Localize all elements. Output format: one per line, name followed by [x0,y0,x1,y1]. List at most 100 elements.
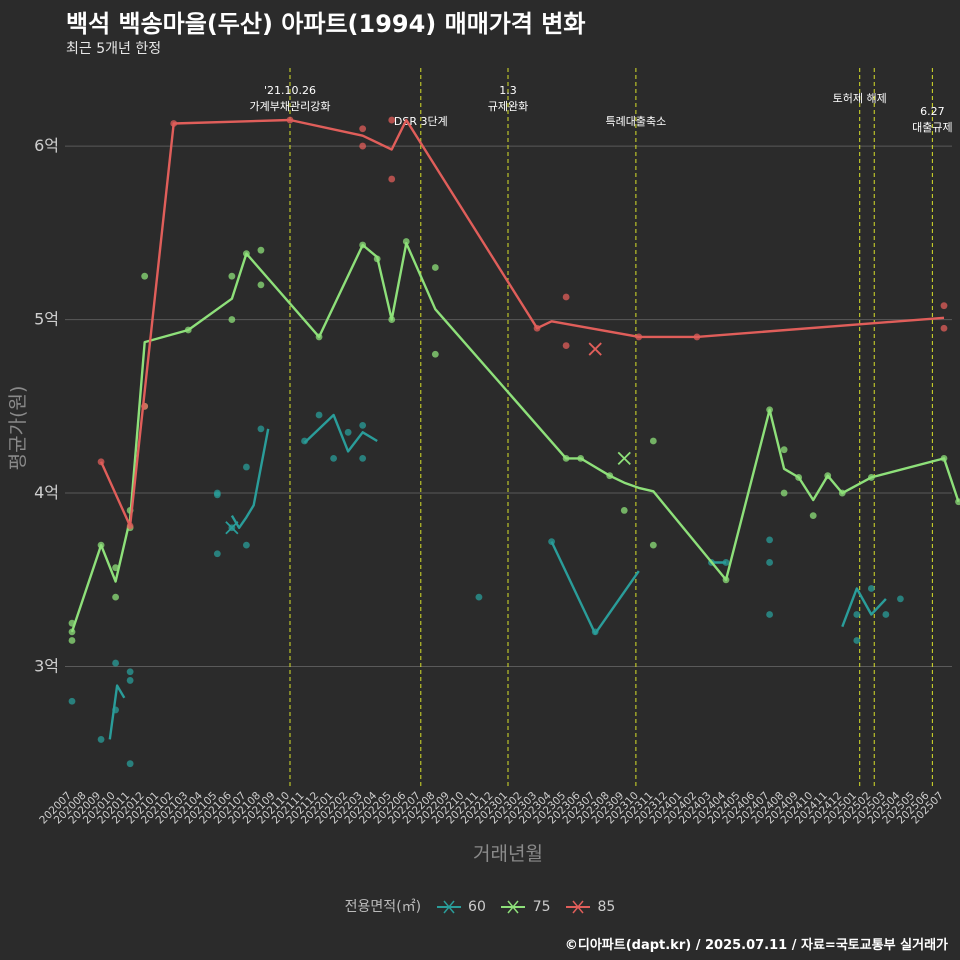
data-point-75 [315,333,323,341]
cross-marker-60 [225,521,239,535]
legend-label-75: 75 [532,899,551,915]
data-point-60 [882,611,890,618]
legend-key-85 [566,900,591,914]
legend: 전용면적(㎡) 60 75 85 [0,896,960,916]
legend-item-85: 85 [565,899,615,915]
data-point-60 [126,677,134,684]
data-point-85 [170,120,178,127]
event-annotation: 토허제 해제 [833,91,887,105]
data-point-75 [402,238,410,245]
data-point-60 [591,628,599,636]
data-point-60 [853,611,861,618]
data-point-75 [722,576,730,584]
data-point-60 [766,536,773,544]
data-point-75 [780,446,788,454]
data-point-60 [301,437,308,445]
data-point-85 [126,522,134,530]
legend-label-60: 60 [468,899,486,915]
data-point-60 [213,550,221,558]
data-point-60 [344,428,352,436]
data-point-75 [955,498,960,506]
source-caption: ©디아파트(dapt.kr) / 2025.07.11 / 자료=국토교통부 실… [564,938,948,953]
series-line-75 [70,242,960,633]
data-point-85 [533,324,541,332]
y-tick-label: 6억 [34,136,59,155]
cross-marker-85 [588,342,602,356]
data-point-75 [359,241,367,249]
data-point-75 [795,474,803,481]
data-point-60 [243,541,250,549]
event-annotation: 6.27 [920,105,945,118]
data-point-75 [577,454,585,462]
data-point-85 [562,293,570,301]
data-point-85 [286,116,294,124]
data-point-75 [824,472,832,480]
legend-label-85: 85 [597,899,616,915]
legend-key-75 [501,900,526,914]
event-annotation: 대출규제 [912,121,952,134]
y-axis-title: 평균가(원) [7,386,29,471]
data-point-60 [126,760,134,768]
data-point-85 [388,175,396,183]
data-point-75 [388,316,396,323]
chart-title: 백석 백송마을(두산) 아파트(1994) 매매가격 변화 [66,10,586,38]
data-point-75 [838,489,846,497]
data-point-75 [228,272,236,280]
data-point-75 [940,454,948,462]
data-point-75 [431,264,439,271]
data-point-60 [853,637,861,644]
data-point-60 [112,706,119,714]
data-point-60 [330,454,337,462]
data-point-75 [606,472,614,480]
data-point-75 [620,507,628,514]
data-point-75 [809,512,817,520]
data-point-60 [359,454,367,462]
data-point-60 [257,425,265,433]
event-annotation: 규제완화 [488,100,528,113]
data-point-75 [649,541,657,549]
event-annotation: 특례대출축소 [606,115,667,128]
data-point-85 [562,342,570,349]
data-point-85 [635,333,643,341]
data-point-60 [897,595,904,603]
chart-subtitle: 최근 5개년 한정 [66,41,162,57]
data-point-60 [126,668,134,676]
data-point-75 [431,350,439,358]
event-annotation: 1.3 [499,84,517,97]
data-point-75 [257,281,265,289]
data-point-75 [97,541,105,549]
data-point-60 [722,559,730,566]
x-axis-title: 거래년월 [473,843,543,865]
event-annotation: DSR 3단계 [394,115,448,128]
data-point-75 [867,474,875,481]
data-point-85 [388,116,396,124]
data-point-60 [475,593,483,601]
data-point-75 [141,272,149,280]
cross-marker-75 [617,451,631,465]
legend-key-60 [436,900,461,914]
data-point-85 [97,458,105,466]
data-point-60 [315,411,323,419]
data-point-75 [562,454,570,462]
data-point-75 [228,316,236,323]
data-point-60 [359,421,367,429]
data-point-60 [112,659,119,667]
data-point-75 [243,250,250,258]
data-point-75 [112,593,119,601]
data-point-60 [766,611,773,618]
legend-item-75: 75 [500,899,551,915]
legend-title: 전용면적(㎡) [344,899,422,915]
data-point-75 [68,637,76,644]
data-point-60 [766,559,773,566]
series-line-85 [100,118,945,528]
data-point-75 [257,246,265,254]
data-point-75 [112,564,119,572]
data-point-60 [243,463,250,471]
series-line-60 [108,413,887,740]
legend-item-60: 60 [436,899,486,915]
data-point-60 [548,538,555,546]
event-annotation: '21.10.26 [264,84,316,97]
data-point-85 [359,125,367,133]
data-point-60 [68,697,76,705]
